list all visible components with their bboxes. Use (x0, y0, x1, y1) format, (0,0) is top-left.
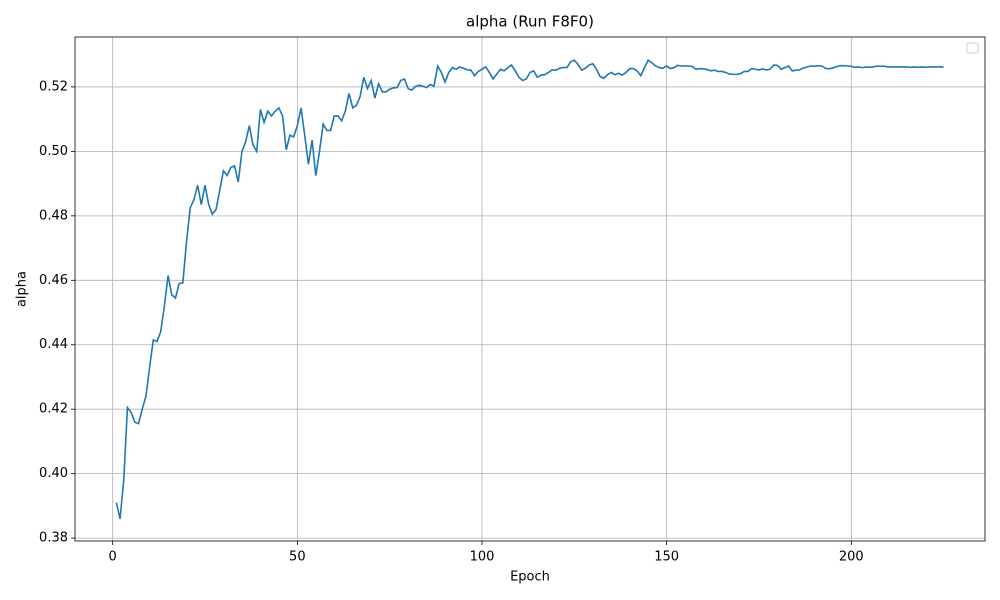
plot-frame (74, 36, 986, 542)
y-tick-label: 0.38 (39, 531, 68, 546)
legend-box (966, 42, 979, 54)
chart-title: alpha (Run F8F0) (466, 13, 594, 31)
x-tick-label: 200 (839, 550, 864, 565)
y-tick-label: 0.52 (39, 79, 68, 94)
x-tick-label: 150 (654, 550, 679, 565)
x-tick-label: 100 (470, 550, 495, 565)
x-tick-label: 50 (289, 550, 306, 565)
y-tick-label: 0.46 (39, 273, 68, 288)
data-line (115, 59, 944, 519)
plot: 0 50 100 150 200 0.38 0.40 0.42 0.44 0.46 0.48 0.50… (39, 37, 985, 565)
y-tick-label: 0.42 (39, 402, 68, 417)
y-tick-label: 0.48 (39, 208, 68, 223)
y-tick-label: 0.50 (39, 144, 68, 159)
y-tick-label: 0.40 (39, 466, 68, 481)
y-tick-label: 0.44 (39, 337, 68, 352)
x-axis-label: Epoch (510, 570, 550, 585)
x-tick-label: 0 (109, 550, 117, 565)
y-axis-label: alpha (15, 271, 30, 307)
